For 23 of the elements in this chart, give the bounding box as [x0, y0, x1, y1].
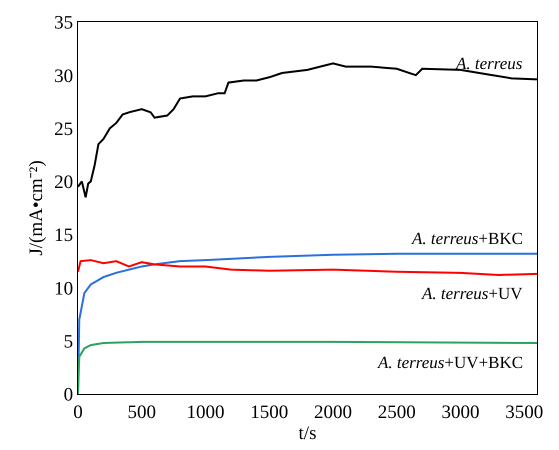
y-tick-label: 10 — [54, 278, 74, 300]
y-axis-title: J/(mA•cm⁻²) — [26, 160, 47, 256]
line-series — [78, 340, 537, 394]
series-label: A. terreus+UV+BKC — [377, 353, 524, 372]
x-tick-label: 2500 — [378, 402, 416, 423]
y-tick-label: 5 — [64, 332, 74, 353]
x-tick-label: 3000 — [442, 402, 480, 423]
x-axis-title: t/s — [298, 422, 316, 444]
y-tick-label: 30 — [54, 66, 74, 87]
series-label: A. terreus — [455, 54, 523, 73]
y-tick-label: 15 — [54, 225, 74, 246]
y-tick-label: 20 — [54, 172, 74, 194]
x-tick-label: 2000 — [314, 402, 352, 423]
line-series — [78, 259, 537, 276]
x-tick-label: 500 — [128, 402, 156, 423]
series-label: A. terreus+BKC — [411, 229, 523, 248]
x-tick-label: 1000 — [186, 402, 224, 423]
x-tick-label: 3500 — [505, 402, 544, 423]
series-label: A. terreus+UV — [421, 284, 524, 303]
y-tick-label: 35 — [54, 12, 74, 34]
y-tick-label: 0 — [64, 384, 74, 406]
x-tick-label: 1500 — [250, 402, 288, 423]
y-tick-label: 25 — [54, 118, 74, 140]
